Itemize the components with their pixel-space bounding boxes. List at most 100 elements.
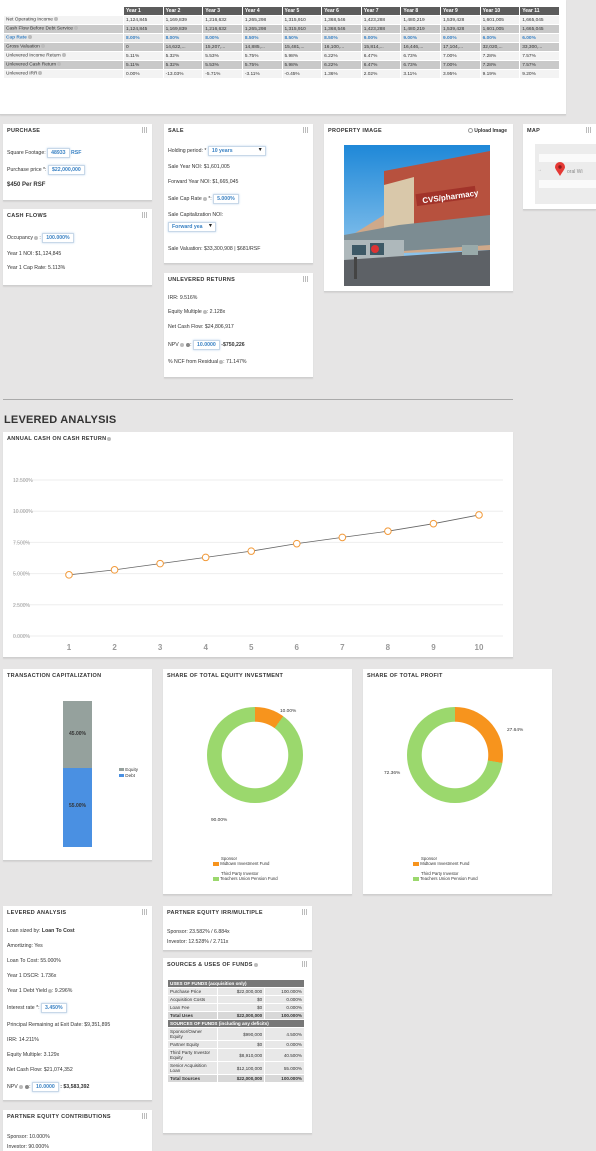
drag-handle-icon[interactable]	[142, 1113, 147, 1119]
levered-npv-rate-input[interactable]: 10.0000	[32, 1082, 59, 1092]
cap-noi-value: Forward yea	[172, 224, 203, 230]
info-icon[interactable]	[107, 436, 112, 441]
data-point[interactable]	[475, 511, 483, 519]
per-rsf-unit: Per RSF	[22, 182, 46, 188]
data-point[interactable]	[292, 539, 301, 548]
table-section-header: SOURCES OF FUNDS (including any deficits…	[167, 1019, 305, 1028]
drag-handle-icon[interactable]	[142, 909, 147, 915]
info-icon[interactable]	[61, 53, 66, 58]
table-cell: 1,665,045	[519, 24, 560, 34]
drag-handle-icon[interactable]	[302, 909, 307, 915]
property-photo: CVS/pharmacy	[344, 145, 490, 286]
property-title: PROPERTY IMAGE	[328, 128, 382, 134]
info-icon[interactable]	[179, 342, 184, 347]
table-cell: 6.22%	[321, 51, 362, 61]
cap-noi-select[interactable]: Forward yea ▼	[168, 222, 216, 232]
sources-title: SOURCES & USES OF FUNDS	[167, 962, 253, 968]
info-icon[interactable]	[253, 962, 258, 967]
chevron-down-icon: ▼	[257, 147, 263, 153]
table-cell: 1,315,910	[281, 15, 323, 25]
table-cell: 5.53%	[202, 51, 243, 61]
info-icon[interactable]	[53, 17, 58, 22]
table-cell: 6.73%	[400, 60, 441, 70]
upload-image-button[interactable]: Upload Image	[467, 128, 507, 134]
data-point[interactable]	[247, 547, 256, 555]
table-cell: 1,539,428	[440, 24, 481, 34]
year1-noi: Year 1 NOI: $1,124,845	[7, 251, 62, 257]
map-card: MAP → oral Wi	[523, 124, 596, 210]
data-point[interactable]	[384, 527, 392, 535]
price-input[interactable]: $22,000,000	[47, 165, 85, 175]
data-point[interactable]	[429, 519, 438, 528]
cashflow-table: Year 1 Year 2 Year 3 Year 4 Year 5 Year 6 Year…	[3, 6, 560, 79]
table-row: Unlevered Cash Return 5.11% 5.32% 5.53% 5.75…	[3, 60, 560, 70]
table-cell: 7.28%	[479, 60, 521, 70]
coc-title: ANNUAL CASH ON CASH RETURN	[7, 436, 107, 442]
data-point[interactable]	[156, 559, 164, 568]
sale-valuation: Sale Valuation: $33,300,908 | $681/RSF	[168, 246, 261, 252]
info-icon[interactable]	[40, 44, 45, 49]
table-cell: 14,885,...	[241, 42, 283, 52]
table-cell: 1,216,632	[202, 15, 243, 25]
info-icon[interactable]	[202, 196, 207, 201]
sqft-input[interactable]: 48933	[47, 148, 70, 158]
table-cell: 33,300,...	[519, 42, 560, 52]
data-point[interactable]	[65, 571, 73, 579]
table-cell: 1,665,045	[519, 15, 560, 25]
interest-rate-input[interactable]: 3.450%	[41, 1003, 67, 1013]
equity-donut-chart	[207, 707, 303, 803]
legend-investor: Third Party Investor	[421, 871, 459, 876]
coc-line-chart: 0.000% 2.500% 5.000% 7.500% 10.000% 12.500% 1 2…	[13, 478, 503, 652]
info-icon[interactable]	[18, 1084, 23, 1089]
coc-chart-card: ANNUAL CASH ON CASH RETURN 0.000% 2.500% 5…	[3, 432, 513, 658]
x-tick-label: 10	[475, 643, 484, 652]
table-cell: 1,124,845	[123, 15, 164, 25]
info-icon[interactable]	[38, 71, 43, 76]
table-header: Year 4	[241, 6, 283, 16]
holding-select[interactable]: 10 years ▼	[207, 146, 266, 156]
drag-handle-icon[interactable]	[142, 212, 147, 218]
table-cell: 6.22%	[321, 60, 362, 70]
info-icon[interactable]	[73, 26, 78, 31]
drag-handle-icon[interactable]	[586, 127, 591, 133]
data-point[interactable]	[110, 566, 119, 574]
drag-handle-icon[interactable]	[303, 276, 308, 282]
legend-investor-swatch	[213, 876, 219, 881]
sale-cap-input[interactable]: 5.000%	[213, 194, 239, 204]
table-cell: $22,000,000	[216, 987, 266, 996]
info-icon[interactable]	[47, 988, 52, 993]
drag-handle-icon[interactable]	[303, 127, 308, 133]
row-label-text: Gross Valuation	[6, 44, 40, 50]
profit-investor-pct: 72.36%	[384, 771, 401, 776]
row-label: Cap Rate	[3, 33, 124, 43]
sources-uses-table: USES OF FUNDS (acquisition only) Purchase…	[167, 979, 305, 1083]
table-row: Partner Equity $0 0.000%	[167, 1040, 305, 1049]
npv-rate-input[interactable]: 10.0000	[193, 340, 220, 350]
table-cell: 5.75%	[241, 60, 283, 70]
data-point[interactable]	[338, 533, 347, 542]
info-icon[interactable]	[219, 359, 224, 364]
map-pin-icon[interactable]	[555, 162, 565, 176]
info-icon[interactable]	[27, 35, 32, 40]
info-icon[interactable]	[33, 235, 38, 240]
loan-to-cost: Loan To Cost: 55.000%	[7, 958, 61, 964]
occupancy-input[interactable]: 100.000%	[42, 233, 74, 243]
partner-irr-sponsor: Sponsor: 23.582% / 6.884x	[167, 929, 230, 935]
row-label: Gross Valuation	[3, 42, 124, 52]
info-icon[interactable]	[202, 309, 207, 314]
info-icon[interactable]	[57, 62, 62, 67]
map-view[interactable]: → oral Wi	[535, 144, 596, 204]
cashflows-title: CASH FLOWS	[7, 213, 47, 219]
settings-icon[interactable]	[186, 342, 191, 347]
drag-handle-icon[interactable]	[302, 961, 307, 967]
data-point[interactable]	[201, 553, 210, 562]
holding-label: Holding period: *	[168, 148, 207, 154]
legend-sponsor-swatch	[413, 861, 419, 866]
table-cell: 6.00%	[479, 33, 521, 43]
levered-npv-label: NPV	[7, 1084, 18, 1090]
settings-icon[interactable]	[25, 1084, 30, 1089]
drag-handle-icon[interactable]	[142, 127, 147, 133]
property-image-card: PROPERTY IMAGE Upload Image CVS/pharmacy	[324, 124, 513, 292]
section-header-text: USES OF FUNDS (acquisition only)	[167, 979, 305, 988]
table-cell: 1,423,288	[360, 15, 402, 25]
